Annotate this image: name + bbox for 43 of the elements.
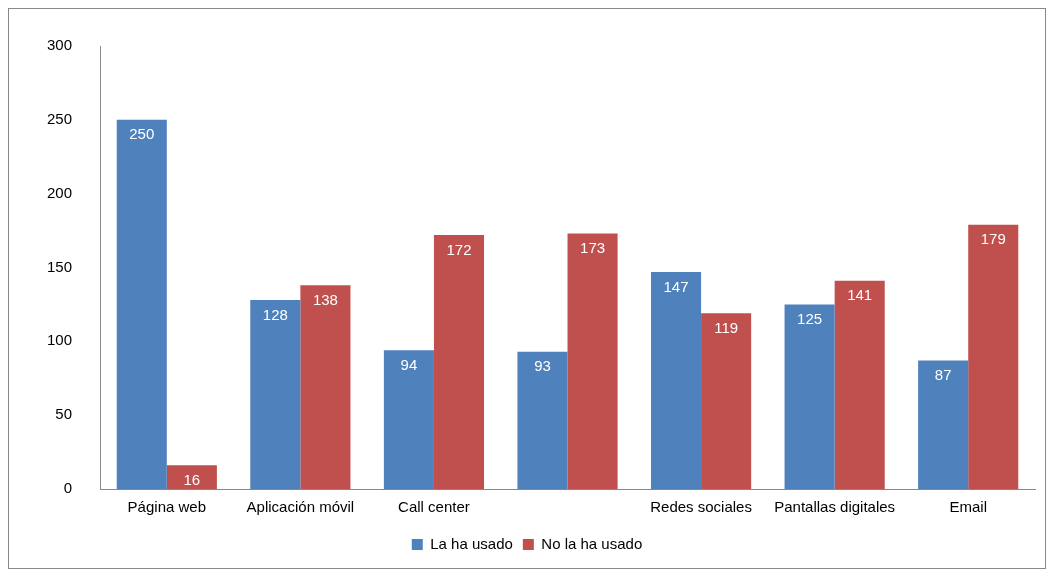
data-label: 128: [262, 305, 288, 323]
y-tick-label: 200: [47, 183, 73, 201]
x-tick-label: Email: [949, 498, 987, 516]
x-tick-label: Call center: [398, 498, 470, 516]
x-tick-label: Redes sociales: [650, 498, 752, 516]
legend-label: La ha usado: [430, 534, 513, 552]
data-label: 94: [400, 355, 418, 373]
bar: [517, 351, 568, 489]
data-label: 125: [797, 310, 823, 328]
x-tick-label: Página web: [127, 498, 207, 516]
data-label: 172: [446, 240, 472, 258]
data-label: 119: [714, 318, 739, 336]
y-tick-label: 300: [47, 36, 73, 54]
data-label: 138: [312, 290, 338, 308]
data-label: 173: [580, 239, 606, 257]
data-label: 141: [847, 286, 873, 304]
data-label: 16: [183, 471, 201, 489]
data-label: 179: [980, 230, 1006, 248]
y-tick-label: 0: [63, 479, 73, 497]
bar: [834, 280, 885, 489]
y-tick-label: 100: [47, 331, 73, 349]
x-tick-label: Pantallas digitales: [774, 498, 896, 516]
y-tick-label: 150: [47, 257, 73, 275]
bar: [968, 224, 1019, 489]
bar: [166, 465, 217, 489]
y-tick-label: 250: [47, 109, 73, 127]
bar: [383, 350, 434, 489]
bar: [433, 235, 485, 489]
bar: [250, 299, 301, 489]
y-tick-label: 50: [55, 405, 73, 423]
x-tick-label: Aplicación móvil: [246, 498, 355, 516]
bar: [567, 233, 618, 489]
data-label: 250: [129, 125, 155, 143]
data-label: 147: [663, 277, 689, 295]
bar: [300, 285, 351, 489]
bar: [701, 313, 752, 489]
legend-label: No la ha usado: [541, 534, 643, 552]
data-label: 93: [534, 357, 551, 375]
bar: [784, 304, 835, 489]
bar: [650, 271, 702, 489]
bar: [918, 360, 969, 489]
data-label: 87: [934, 366, 952, 384]
bar: [116, 119, 167, 489]
